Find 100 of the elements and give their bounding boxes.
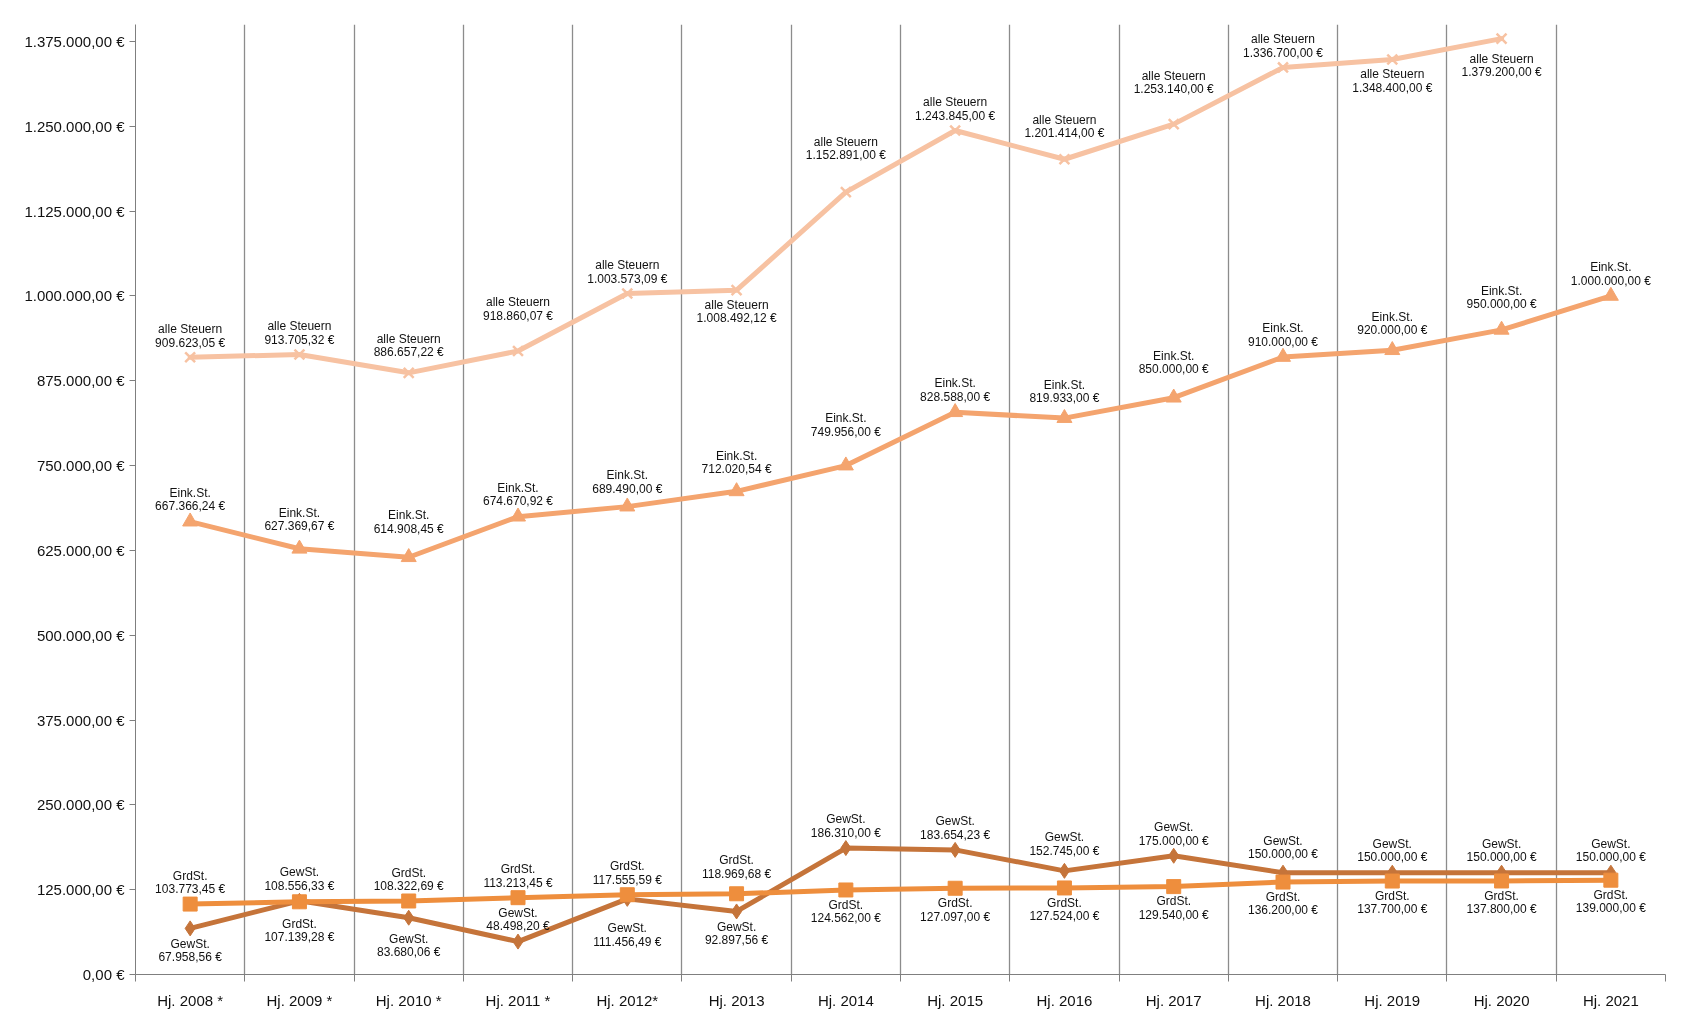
data-label: 850.000,00 € — [1138, 362, 1210, 377]
text: GewSt. — [1154, 820, 1194, 834]
text: GewSt. — [170, 936, 210, 951]
point — [291, 539, 308, 554]
text: Eink.St. — [1153, 348, 1195, 363]
x-tick-label: Hj. 2015 — [927, 991, 984, 1009]
data-label: 749.956,00 € — [810, 424, 882, 439]
text: GrdSt. — [609, 859, 645, 874]
series-label: GrdSt. — [1265, 889, 1301, 904]
data-label: 107.139,28 € — [264, 930, 335, 945]
x-tick-label: Hj. 2018 — [1255, 991, 1311, 1009]
text: GewSt. — [935, 814, 975, 829]
y-tick-label: 125.000,00 € — [36, 881, 126, 899]
y-tick-label: 625.000,00 € — [36, 541, 126, 559]
point — [1493, 320, 1510, 335]
data-label: 150.000,00 € — [1466, 850, 1537, 865]
text: GewSt. — [1591, 836, 1631, 851]
point — [729, 886, 745, 902]
point — [1276, 61, 1290, 74]
data-label: 1.336.700,00 € — [1242, 45, 1324, 60]
point — [949, 841, 961, 858]
data-label: 108.322,69 € — [373, 879, 445, 894]
point — [403, 909, 415, 926]
point — [728, 482, 745, 497]
text: Eink.St. — [278, 505, 321, 520]
y-tick-label: 1.125.000,00 € — [24, 202, 126, 220]
point — [730, 283, 743, 297]
x-tick-label: Hj. 2019 — [1364, 991, 1421, 1009]
point — [1168, 847, 1180, 864]
point — [1165, 388, 1182, 403]
point — [840, 840, 852, 857]
text: alle Steuern — [267, 319, 332, 334]
data-label: 127.524,00 € — [1029, 909, 1100, 924]
text: Eink.St. — [1371, 309, 1413, 324]
text: GrdSt. — [500, 862, 536, 877]
y-tick-label: 0,00 € — [82, 966, 126, 983]
point — [401, 893, 417, 909]
text: GewSt. — [1481, 836, 1522, 851]
text: GewSt. — [607, 921, 647, 936]
text: Eink.St. — [1043, 377, 1086, 392]
data-label: 1.348.400,00 € — [1352, 80, 1433, 95]
point — [948, 124, 962, 137]
text: GrdSt. — [1484, 888, 1519, 903]
data-label: 712.020,54 € — [701, 462, 772, 477]
point — [1386, 53, 1399, 66]
x-tick-label: Hj. 2020 — [1473, 991, 1530, 1009]
x-tick-label: Hj. 2010 * — [375, 991, 442, 1009]
x-tick-label: Hj. 2009 * — [266, 991, 333, 1009]
text: alle Steuern — [1141, 68, 1206, 83]
text: GrdSt. — [391, 865, 427, 880]
data-label: 909.623,05 € — [155, 335, 226, 350]
text: GewSt. — [1263, 833, 1303, 848]
point — [510, 890, 526, 906]
text: GewSt. — [1372, 836, 1412, 851]
data-label: 689.490,00 € — [592, 481, 663, 496]
data-label: 111.456,49 € — [593, 934, 662, 949]
text: alle Steuern — [485, 295, 551, 310]
text: GrdSt. — [937, 896, 973, 911]
point — [184, 920, 196, 937]
text: alle Steuern — [923, 95, 988, 110]
point — [621, 287, 634, 300]
text: alle Steuern — [813, 134, 878, 149]
data-label: 819.933,00 € — [1029, 391, 1100, 406]
text: Eink.St. — [1480, 283, 1523, 298]
text: alle Steuern — [1469, 51, 1534, 66]
x-tick-label: Hj. 2013 — [708, 991, 765, 1009]
text: alle Steuern — [1032, 112, 1097, 127]
text: GrdSt. — [1593, 887, 1629, 902]
data-label: 150.000,00 € — [1247, 847, 1319, 862]
point — [400, 548, 417, 563]
x-tick-label: Hj. 2016 — [1036, 991, 1093, 1009]
data-label: 614.908,45 € — [373, 521, 445, 536]
series-label: Eink.St. — [497, 480, 539, 495]
point — [731, 903, 743, 920]
x-tick-label: Hj. 2011 * — [485, 991, 551, 1009]
data-label: 83.680,06 € — [377, 945, 441, 960]
point — [1494, 873, 1510, 889]
text: alle Steuern — [704, 297, 769, 312]
y-tick-label: 750.000,00 € — [36, 457, 126, 475]
point — [1602, 286, 1619, 301]
data-label: 175.000,00 € — [1138, 833, 1210, 848]
data-label: 139.000,00 € — [1575, 901, 1647, 916]
data-label: 1.253.140,00 € — [1133, 82, 1215, 97]
point — [1058, 153, 1071, 166]
series-label: alle Steuern — [1360, 67, 1425, 82]
text: GewSt. — [389, 931, 429, 946]
point — [1166, 879, 1182, 895]
text: Eink.St. — [1262, 321, 1304, 336]
point — [1056, 408, 1073, 423]
point — [1495, 32, 1508, 45]
x-tick-label: Hj. 2012* — [596, 991, 659, 1009]
y-tick-label: 375.000,00 € — [36, 711, 126, 729]
data-label: 1.379.200,00 € — [1461, 65, 1542, 80]
data-label: 150.000,00 € — [1575, 850, 1647, 865]
point — [947, 880, 963, 896]
text: GewSt. — [279, 865, 320, 880]
data-label: 918.860,07 € — [482, 308, 554, 323]
text: GewSt. — [826, 812, 866, 827]
y-tick-label: 1.375.000,00 € — [24, 32, 126, 50]
data-label: 92.897,56 € — [704, 933, 769, 948]
